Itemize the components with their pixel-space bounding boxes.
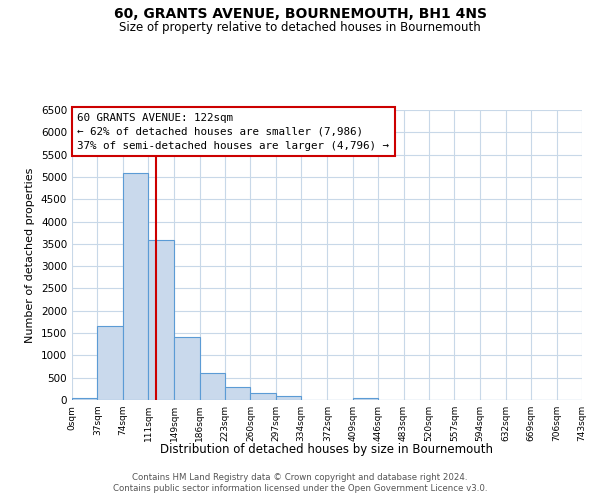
Bar	[123, 174, 148, 400]
Y-axis label: Number of detached properties: Number of detached properties	[25, 168, 35, 342]
Bar	[250, 393, 276, 400]
Bar	[174, 336, 200, 400]
Text: 60, GRANTS AVENUE, BOURNEMOUTH, BH1 4NS: 60, GRANTS AVENUE, BOURNEMOUTH, BH1 4NS	[113, 8, 487, 22]
Bar	[276, 396, 301, 400]
Text: Size of property relative to detached houses in Bournemouth: Size of property relative to detached ho…	[119, 21, 481, 34]
Text: 60 GRANTS AVENUE: 122sqm
← 62% of detached houses are smaller (7,986)
37% of sem: 60 GRANTS AVENUE: 122sqm ← 62% of detach…	[77, 113, 389, 151]
Bar	[148, 240, 174, 400]
Bar	[72, 398, 97, 400]
Text: Contains public sector information licensed under the Open Government Licence v3: Contains public sector information licen…	[113, 484, 487, 493]
Bar	[97, 326, 123, 400]
Bar	[353, 398, 378, 400]
Text: Distribution of detached houses by size in Bournemouth: Distribution of detached houses by size …	[161, 442, 493, 456]
Bar	[225, 387, 250, 400]
Text: Contains HM Land Registry data © Crown copyright and database right 2024.: Contains HM Land Registry data © Crown c…	[132, 472, 468, 482]
Bar	[200, 373, 225, 400]
